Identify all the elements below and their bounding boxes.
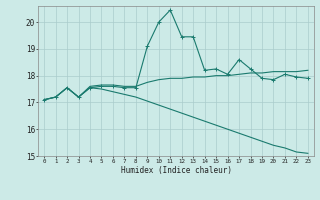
X-axis label: Humidex (Indice chaleur): Humidex (Indice chaleur) <box>121 166 231 175</box>
